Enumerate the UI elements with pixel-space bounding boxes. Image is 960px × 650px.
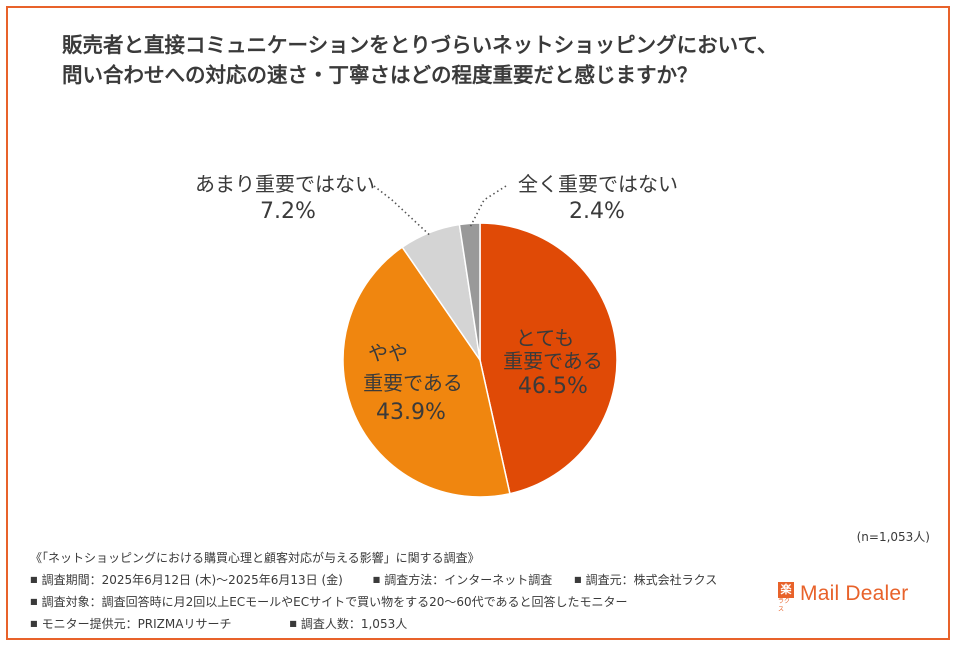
slice-label-very-important-1: とても xyxy=(516,326,574,350)
logo-mark-char: 楽 xyxy=(778,582,794,598)
slice-label-very-important-2: 重要である xyxy=(503,349,603,373)
sample-size: (n=1,053人) xyxy=(856,530,930,544)
slice-label-not-very-important: あまり重要ではない xyxy=(195,172,375,196)
pie-slices xyxy=(342,222,618,498)
survey-period: 調査期間：2025年6月12日 (木)～2025年6月13日 (金) xyxy=(30,569,343,591)
slice-label-somewhat-important-1: やや xyxy=(368,341,408,365)
slice-value-not-important-at-all: 2.4% xyxy=(569,199,625,224)
slice-value-somewhat-important: 43.9% xyxy=(376,400,446,425)
leader-lines xyxy=(373,185,507,237)
survey-method: 調査方法：インターネット調査 xyxy=(373,569,552,591)
slice-value-very-important: 46.5% xyxy=(518,374,588,399)
slice-value-not-very-important: 7.2% xyxy=(260,199,316,224)
logo-text: Mail Dealer xyxy=(800,582,909,605)
slice-label-somewhat-important-2: 重要である xyxy=(363,371,463,395)
leader-line-not-very-important xyxy=(373,185,432,237)
logo-mark-sub: ラクス xyxy=(778,598,791,613)
mail-dealer-logo: 楽 ラクス Mail Dealer xyxy=(778,582,909,613)
survey-provider: モニター提供元：PRIZMAリサーチ xyxy=(30,613,232,635)
survey-heading: 《「ネットショッピングにおける購買心理と顧客対応が与える影響」に関する調査》 xyxy=(30,551,480,565)
slice-somewhat-important xyxy=(342,246,511,498)
slice-labels: とても重要である46.5%やや重要である43.9%あまり重要ではない7.2%全く… xyxy=(195,172,678,425)
survey-target: 調査対象：調査回答時に月2回以上ECモールやECサイトで買い物をする20～60代… xyxy=(30,591,628,613)
slice-not-important-at-all xyxy=(458,222,481,361)
rakus-logo-icon: 楽 ラクス xyxy=(778,582,794,613)
slice-very-important xyxy=(479,222,618,495)
survey-count: 調査人数：1,053人 xyxy=(289,613,407,635)
slice-label-not-important-at-all: 全く重要ではない xyxy=(518,172,678,196)
survey-notes: 《「ネットショッピングにおける購買心理と顧客対応が与える影響」に関する調査》 調… xyxy=(30,548,717,635)
chart-title-line-2: 問い合わせへの対応の速さ・丁寧さはどの程度重要だと感じますか？ xyxy=(62,63,698,87)
leader-line-not-important-at-all xyxy=(469,185,507,228)
chart-title: 販売者と直接コミュニケーションをとりづらいネットショッピングにおいて、 問い合わ… xyxy=(62,30,902,90)
chart-title-line-1: 販売者と直接コミュニケーションをとりづらいネットショッピングにおいて、 xyxy=(62,33,778,57)
survey-source: 調査元：株式会社ラクス xyxy=(574,569,718,591)
